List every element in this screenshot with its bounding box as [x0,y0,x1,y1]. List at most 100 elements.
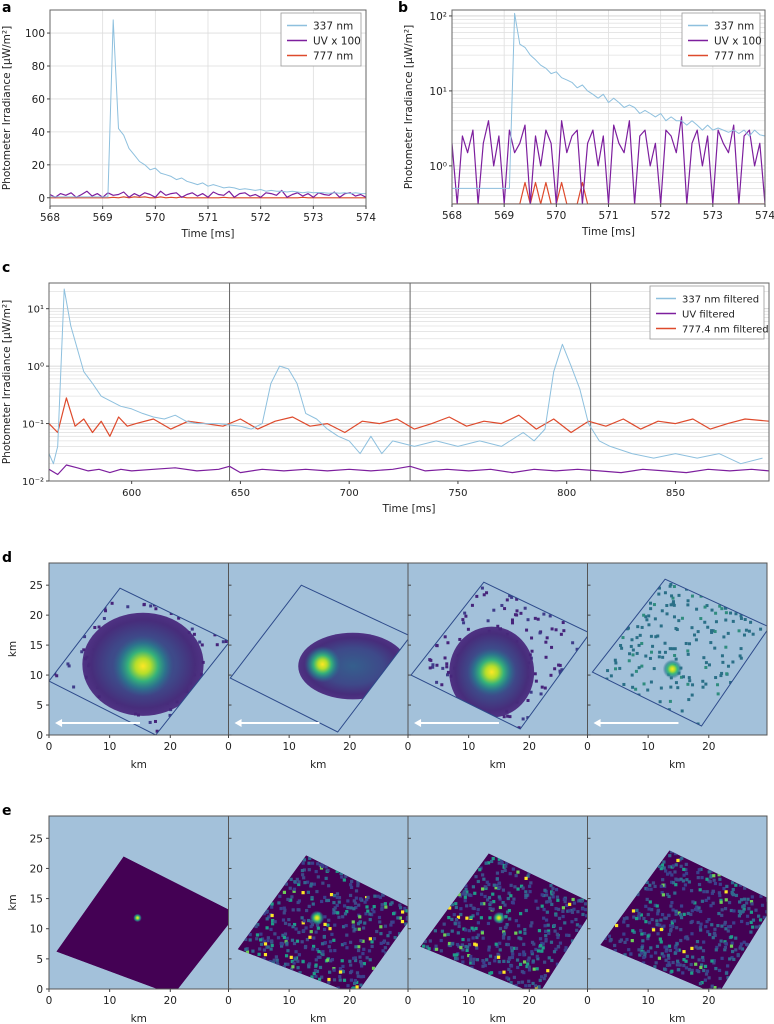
pixel-dot [475,912,480,916]
pixel-dot [368,912,372,916]
pixel-dot [311,902,315,906]
pixel-dot [670,594,674,598]
pixel-dot [646,688,650,692]
pixel-dot [715,989,718,992]
pixel-dot [701,955,705,960]
pixel-dot [370,944,374,949]
pixel-dot [636,892,640,897]
pixel-dot [262,948,267,952]
pixel-dot [332,908,336,912]
pixel-dot [660,952,664,956]
pixel-dot [536,949,541,953]
pixel-dot [581,912,585,917]
pixel-dot [297,908,301,912]
pixel-dot [262,957,266,961]
x-tick-label: 569 [93,212,113,224]
pixel-dot [292,887,297,891]
pixel-dot [576,910,580,914]
pixel-dot [498,885,502,889]
pixel-dot [521,886,525,890]
pixel-dot [635,636,639,640]
pixel-dot [658,650,662,654]
pixel-dot [349,963,353,967]
pixel-dot [677,911,681,915]
pixel-dot [546,969,550,973]
pixel-dot [476,908,480,912]
pixel-dot [740,947,745,951]
pixel-dot [742,897,747,901]
pixel-dot [509,883,513,887]
pixel-dot [746,943,750,947]
pixel-dot [517,924,521,928]
pixel-dot [126,605,130,609]
pixel-dot [355,980,359,984]
pixel-dot [570,910,575,914]
x-tick-label: 0 [405,995,412,1007]
pixel-dot [558,671,562,675]
pixel-dot [571,641,575,645]
pixel-dot [517,980,521,985]
pixel-dot [699,965,703,970]
pixel-dot [318,863,322,867]
pixel-dot [659,940,663,944]
pixel-dot [702,968,706,973]
pixel-dot [522,960,527,964]
x-tick-label: 650 [231,488,250,499]
pixel-dot [313,968,318,973]
x-tick-label: 10 [462,995,475,1007]
pixel-dot [559,632,563,636]
pixel-dot [398,906,403,910]
pixel-dot [480,902,484,906]
pixel-dot [681,675,685,679]
pixel-dot [684,868,688,872]
pixel-dot [524,895,528,900]
pixel-dot [696,630,700,634]
pixel-dot [192,632,196,636]
pixel-dot [688,679,692,683]
pixel-dot [332,978,337,982]
pixel-dot [710,959,714,963]
pixel-dot [649,954,653,958]
pixel-dot [491,892,495,896]
pixel-dot [712,874,716,878]
pixel-dot [720,654,724,658]
pixel-dot [469,915,473,920]
pixel-dot [716,683,720,687]
pixel-dot [536,906,540,910]
pixel-dot [750,895,754,899]
pixel-dot [637,911,641,916]
pixel-dot [348,959,352,963]
pixel-dot [531,959,535,963]
pixel-dot [289,955,293,959]
pixel-dot [635,651,639,655]
pixel-dot [434,944,438,948]
pixel-dot [645,897,649,902]
pixel-dot [737,909,741,913]
pixel-dot [309,882,314,886]
pixel-dot [653,617,657,621]
pixel-dot [461,948,465,952]
pixel-dot [296,966,300,970]
pixel-dot [693,901,697,905]
pixel-dot [734,936,738,940]
pixel-dot [285,941,289,945]
pixel-dot [497,857,501,861]
pixel-dot [485,880,489,884]
pixel-dot [656,912,660,916]
pixel-dot [655,944,660,948]
pixel-dot [467,893,472,897]
pixel-dot [679,904,684,908]
pixel-dot [80,650,84,654]
pixel-dot [675,948,680,953]
pixel-dot [473,942,477,946]
pixel-dot [549,884,553,888]
pixel-dot [463,895,467,899]
pixel-dot [400,919,405,924]
pixel-dot [746,897,750,901]
pixel-dot [547,896,552,900]
pixel-dot [272,958,276,962]
pixel-dot [717,873,721,877]
pixel-dot [555,962,560,966]
